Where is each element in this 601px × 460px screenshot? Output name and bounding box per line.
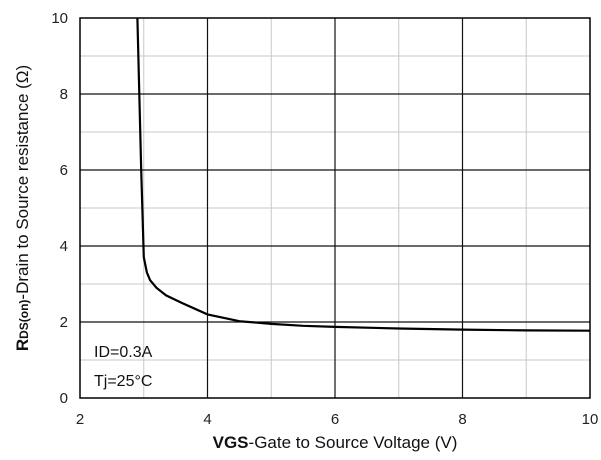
x-tick-label: 10 (582, 411, 599, 428)
annotation-tj: Tj=25°C (94, 373, 152, 390)
grid (80, 18, 590, 398)
series-line (136, 17, 591, 332)
y-tick-label: 2 (60, 314, 68, 331)
x-tick-label: 8 (458, 411, 466, 428)
x-axis-label-rest: -Gate to Source Voltage (V) (249, 433, 458, 452)
x-tick-label: 6 (331, 411, 339, 428)
x-axis-label-main: VGS (213, 433, 249, 452)
x-tick-label: 4 (203, 411, 211, 428)
y-tick-label: 4 (60, 238, 68, 255)
y-axis-label-main: R (13, 339, 32, 351)
x-tick-label: 2 (76, 411, 84, 428)
y-axis-label: RDS(on)-Drain to Source resistance (Ω) (13, 65, 32, 351)
y-tick-label: 8 (60, 86, 68, 103)
y-axis-label-rest: -Drain to Source resistance (Ω) (13, 65, 32, 300)
y-tick-label: 0 (60, 390, 68, 407)
annotation-id: ID=0.3A (94, 344, 153, 361)
y-axis-label-sub: DS(on) (17, 300, 31, 339)
y-tick-label: 10 (51, 10, 68, 27)
x-axis-label: VGS-Gate to Source Voltage (V) (213, 433, 458, 452)
y-tick-label: 6 (60, 162, 68, 179)
plot-border (79, 17, 591, 399)
